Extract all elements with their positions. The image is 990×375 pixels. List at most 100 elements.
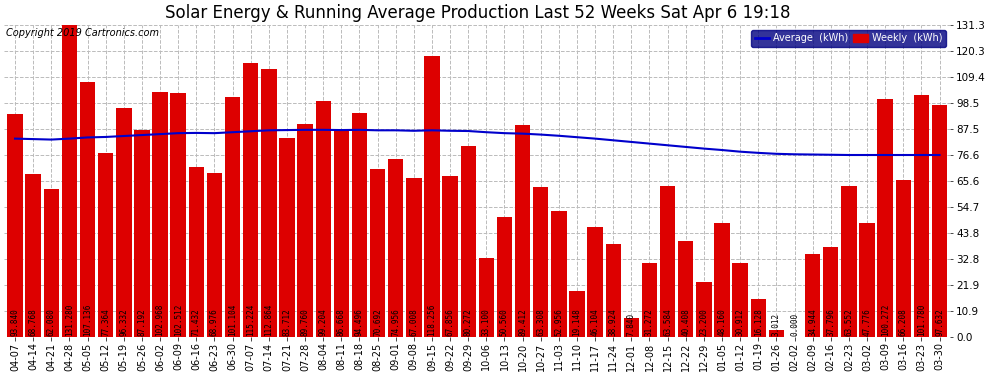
Text: Copyright 2019 Cartronics.com: Copyright 2019 Cartronics.com <box>6 28 159 38</box>
Text: 38.924: 38.924 <box>609 308 618 336</box>
Text: 62.080: 62.080 <box>47 308 55 336</box>
Bar <box>768 330 784 337</box>
Bar <box>425 56 440 337</box>
Text: 63.552: 63.552 <box>844 308 853 336</box>
Bar <box>443 176 457 337</box>
Text: 37.796: 37.796 <box>827 308 836 336</box>
Bar <box>152 92 167 337</box>
Bar <box>44 189 59 337</box>
Text: 19.148: 19.148 <box>572 308 581 336</box>
Text: 47.776: 47.776 <box>862 308 871 336</box>
Bar <box>624 318 640 337</box>
Text: 89.760: 89.760 <box>301 308 310 336</box>
Bar <box>642 262 657 337</box>
Text: 23.200: 23.200 <box>699 308 709 336</box>
Text: 89.412: 89.412 <box>518 308 527 336</box>
Text: 118.256: 118.256 <box>428 303 437 336</box>
Text: 97.632: 97.632 <box>935 308 944 336</box>
Text: 67.008: 67.008 <box>409 308 419 336</box>
Title: Solar Energy & Running Average Production Last 52 Weeks Sat Apr 6 19:18: Solar Energy & Running Average Productio… <box>164 4 790 22</box>
Bar <box>116 108 132 337</box>
Bar <box>533 187 548 337</box>
Bar <box>225 97 241 337</box>
Bar <box>750 298 766 337</box>
Bar <box>478 258 494 337</box>
Text: 100.272: 100.272 <box>881 303 890 336</box>
Bar <box>569 291 585 337</box>
Text: 50.560: 50.560 <box>500 308 509 336</box>
Text: 16.128: 16.128 <box>753 308 762 336</box>
Bar <box>334 131 349 337</box>
Text: 96.332: 96.332 <box>120 308 129 336</box>
Text: 107.136: 107.136 <box>83 303 92 336</box>
Bar <box>261 69 276 337</box>
Bar <box>98 153 114 337</box>
Bar <box>170 93 186 337</box>
Bar <box>678 241 693 337</box>
Text: 30.912: 30.912 <box>736 308 744 336</box>
Text: 94.496: 94.496 <box>355 308 364 336</box>
Text: 71.432: 71.432 <box>192 308 201 336</box>
Bar <box>914 95 929 337</box>
Bar <box>696 282 712 337</box>
Bar <box>896 180 911 337</box>
Text: 112.864: 112.864 <box>264 303 273 336</box>
Legend: Average  (kWh), Weekly  (kWh): Average (kWh), Weekly (kWh) <box>751 30 945 47</box>
Bar <box>370 169 385 337</box>
Text: 68.976: 68.976 <box>210 308 219 336</box>
Text: 7.840: 7.840 <box>627 313 636 336</box>
Bar <box>26 174 41 337</box>
Text: 3.012: 3.012 <box>772 313 781 336</box>
Text: 131.280: 131.280 <box>65 303 74 336</box>
Bar <box>279 138 295 337</box>
Text: 63.584: 63.584 <box>663 308 672 336</box>
Text: 40.408: 40.408 <box>681 308 690 336</box>
Text: 52.956: 52.956 <box>554 308 563 336</box>
Bar <box>189 167 204 337</box>
Text: 68.768: 68.768 <box>29 308 38 336</box>
Text: 48.160: 48.160 <box>718 308 727 336</box>
Bar <box>406 178 422 337</box>
Text: 74.956: 74.956 <box>391 308 400 336</box>
Text: 115.224: 115.224 <box>247 303 255 336</box>
Text: 77.364: 77.364 <box>101 308 110 336</box>
Text: 63.308: 63.308 <box>537 308 545 336</box>
Text: 101.104: 101.104 <box>228 303 237 336</box>
Bar <box>859 224 875 337</box>
Text: 87.192: 87.192 <box>138 308 147 336</box>
Bar <box>932 105 947 337</box>
Bar <box>135 130 149 337</box>
Bar <box>805 254 821 337</box>
Text: 101.780: 101.780 <box>917 303 926 336</box>
Bar <box>297 124 313 337</box>
Text: 83.712: 83.712 <box>282 308 291 336</box>
Text: 46.104: 46.104 <box>591 308 600 336</box>
Bar <box>842 186 856 337</box>
Bar <box>715 222 730 337</box>
Bar <box>388 159 403 337</box>
Bar <box>351 112 367 337</box>
Bar <box>80 82 95 337</box>
Bar <box>7 114 23 337</box>
Bar <box>61 25 77 337</box>
Text: 99.204: 99.204 <box>319 308 328 336</box>
Text: 34.944: 34.944 <box>808 308 817 336</box>
Bar <box>587 227 603 337</box>
Text: 31.272: 31.272 <box>645 308 654 336</box>
Text: 102.968: 102.968 <box>155 303 164 336</box>
Text: 0.000: 0.000 <box>790 313 799 336</box>
Bar <box>207 173 222 337</box>
Bar <box>660 186 675 337</box>
Text: 33.100: 33.100 <box>482 308 491 336</box>
Text: 66.208: 66.208 <box>899 308 908 336</box>
Bar <box>243 63 258 337</box>
Bar <box>316 101 331 337</box>
Bar <box>497 217 512 337</box>
Bar <box>823 247 839 337</box>
Text: 93.840: 93.840 <box>11 308 20 336</box>
Text: 70.692: 70.692 <box>373 308 382 336</box>
Bar <box>460 146 476 337</box>
Bar <box>733 264 747 337</box>
Bar <box>551 211 566 337</box>
Text: 86.668: 86.668 <box>337 308 346 336</box>
